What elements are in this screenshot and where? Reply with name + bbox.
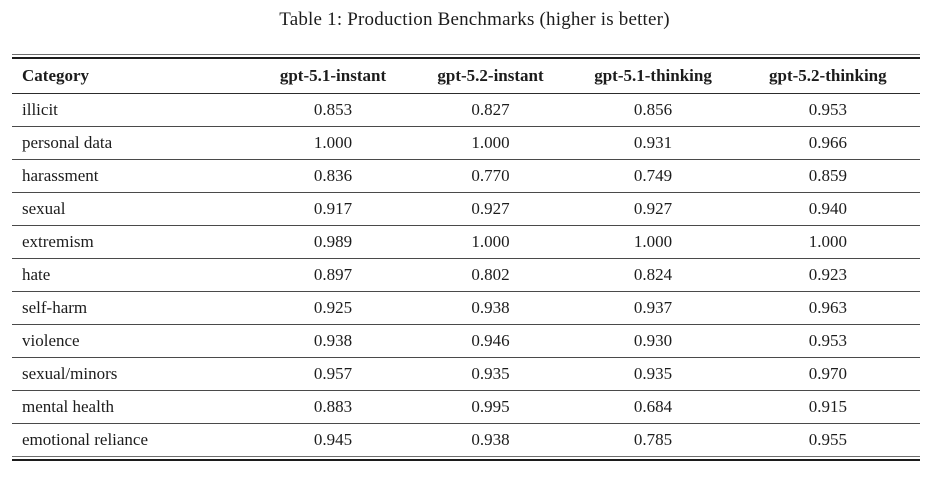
table-row: mental health 0.883 0.995 0.684 0.915: [12, 390, 920, 424]
table-row: illicit 0.853 0.827 0.856 0.953: [12, 93, 920, 127]
value-cell: 0.930: [570, 324, 736, 358]
table-row: hate 0.897 0.802 0.824 0.923: [12, 258, 920, 292]
value-cell: 0.802: [410, 258, 571, 292]
value-cell: 0.938: [255, 324, 411, 358]
value-cell: 0.897: [255, 258, 411, 292]
value-cell: 0.859: [735, 159, 920, 193]
table-header: Category gpt-5.1-instant gpt-5.2-instant…: [12, 58, 920, 94]
value-cell: 0.989: [255, 225, 411, 259]
table-row: sexual 0.917 0.927 0.927 0.940: [12, 192, 920, 226]
table-body: illicit 0.853 0.827 0.856 0.953 personal data…: [12, 93, 920, 457]
value-cell: 1.000: [570, 225, 736, 259]
category-cell: emotional reliance: [22, 430, 149, 449]
value-cell: 0.770: [410, 159, 571, 193]
value-cell: 0.824: [570, 258, 736, 292]
column-header-gpt-5-1-instant: gpt-5.1-instant: [255, 58, 411, 94]
value-cell: 0.935: [570, 357, 736, 391]
category-cell: self-harm: [12, 291, 256, 325]
value-cell: 0.917: [255, 192, 411, 226]
table-row: self-harm 0.925 0.938 0.937 0.963: [12, 291, 920, 325]
table-row: harassment 0.836 0.770 0.749 0.859: [12, 159, 920, 193]
value-cell: 0.883: [255, 390, 411, 424]
value-cell: 0.935: [410, 357, 571, 391]
value-cell: 0.945: [313, 430, 353, 449]
value-cell: 0.995: [410, 390, 571, 424]
value-cell: 0.938: [471, 430, 510, 449]
category-cell: personal data: [12, 126, 256, 160]
category-cell: violence: [12, 324, 256, 358]
column-header-gpt-5-2-thinking: gpt-5.2-thinking: [735, 58, 920, 94]
category-cell: extremism: [12, 225, 256, 259]
value-cell: 0.827: [410, 93, 571, 127]
value-cell: 0.931: [570, 126, 736, 160]
value-cell: 1.000: [255, 126, 411, 160]
category-cell: sexual/minors: [12, 357, 256, 391]
value-cell: 0.963: [735, 291, 920, 325]
value-cell: 0.953: [735, 324, 920, 358]
value-cell: 0.938: [410, 291, 571, 325]
value-cell: 0.749: [570, 159, 736, 193]
table-caption: Table 1: Production Benchmarks (higher i…: [279, 9, 670, 30]
value-cell: 0.937: [570, 291, 736, 325]
column-header-gpt-5-1-thinking: gpt-5.1-thinking: [570, 58, 736, 94]
value-cell: 0.853: [255, 93, 411, 127]
category-cell: mental health: [12, 390, 256, 424]
value-cell: 0.953: [735, 93, 920, 127]
benchmark-table: Category gpt-5.1-instant gpt-5.2-instant…: [12, 57, 920, 457]
value-cell: 0.927: [410, 192, 571, 226]
value-cell: 0.955: [808, 430, 847, 449]
table-row: personal data 1.000 1.000 0.931 0.966: [12, 126, 920, 160]
header-row: Category gpt-5.1-instant gpt-5.2-instant…: [12, 58, 920, 94]
value-cell: 0.923: [735, 258, 920, 292]
value-cell: 0.927: [570, 192, 736, 226]
category-cell: hate: [12, 258, 256, 292]
value-cell: 1.000: [735, 225, 920, 259]
value-cell: 0.966: [735, 126, 920, 160]
category-cell: harassment: [12, 159, 256, 193]
benchmark-table-container: Category gpt-5.1-instant gpt-5.2-instant…: [12, 54, 920, 461]
column-header-category: Category: [12, 58, 256, 94]
value-cell: 0.684: [570, 390, 736, 424]
category-cell: illicit: [12, 93, 256, 127]
value-cell: 0.856: [570, 93, 736, 127]
value-cell: 0.957: [255, 357, 411, 391]
category-cell: sexual: [12, 192, 256, 226]
table-row: sexual/minors 0.957 0.935 0.935 0.970: [12, 357, 920, 391]
column-header-gpt-5-2-instant: gpt-5.2-instant: [410, 58, 571, 94]
table-row: violence 0.938 0.946 0.930 0.953: [12, 324, 920, 358]
value-cell: 1.000: [410, 126, 571, 160]
value-cell: 0.970: [735, 357, 920, 391]
value-cell: 0.946: [410, 324, 571, 358]
value-cell: 0.836: [255, 159, 411, 193]
value-cell: 0.925: [255, 291, 411, 325]
table-row: extremism 0.989 1.000 1.000 1.000: [12, 225, 920, 259]
value-cell: 0.915: [735, 390, 920, 424]
value-cell: 0.785: [633, 430, 673, 449]
table-row: emotional reliance 0.945 0.938 0.785 0.955: [12, 424, 920, 457]
value-cell: 1.000: [410, 225, 571, 259]
value-cell: 0.940: [735, 192, 920, 226]
